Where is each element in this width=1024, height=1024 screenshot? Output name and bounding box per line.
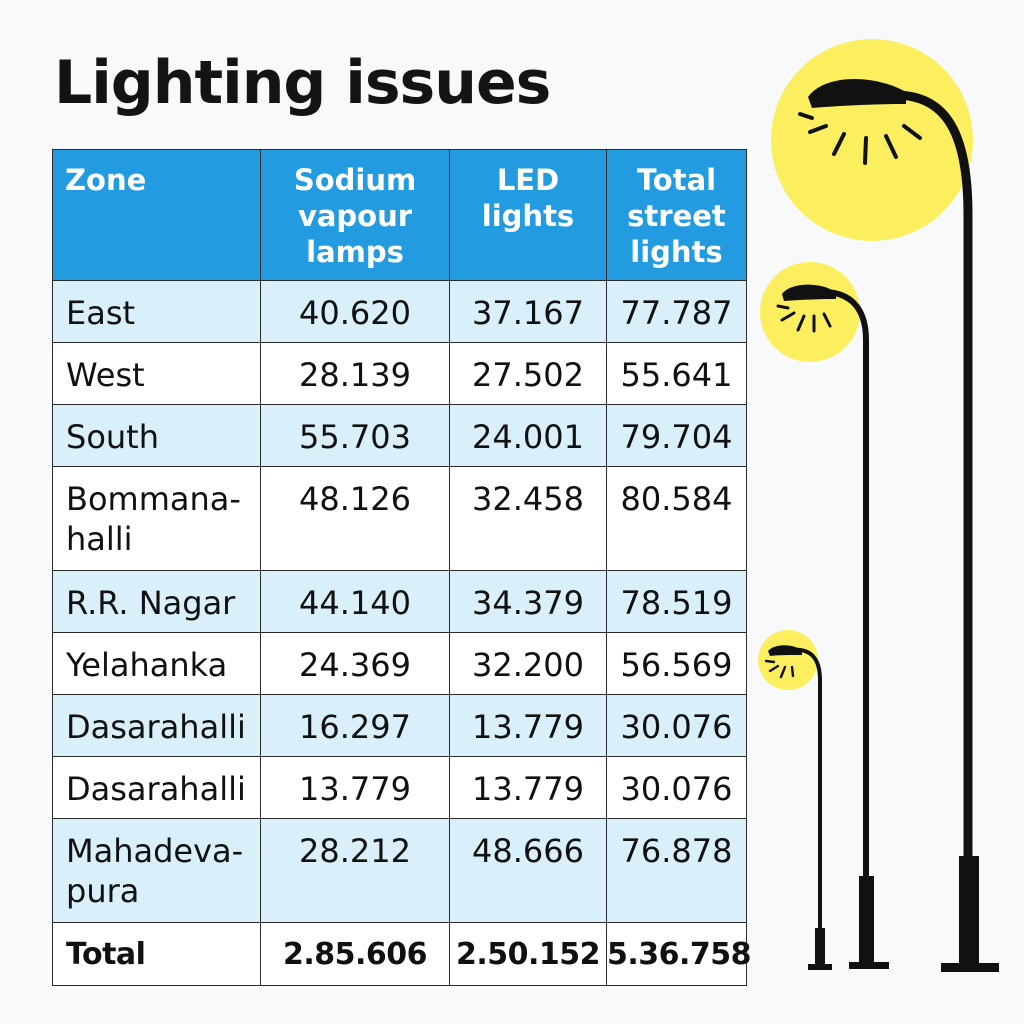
column-header-sodium: Sodium vapour lamps [260, 149, 450, 281]
table-row: Dasarahalli 13.779 13.779 30.076 [52, 756, 747, 819]
zone-cell: Bommana- halli [52, 466, 261, 571]
total-cell: 30.076 [606, 756, 747, 819]
total-sodium: 2.85.606 [260, 922, 450, 986]
sodium-cell: 44.140 [260, 570, 450, 633]
led-cell: 37.167 [449, 280, 607, 343]
total-all: 5.36.758 [606, 922, 752, 986]
total-cell: 30.076 [606, 694, 747, 757]
table-row: Mahadeva- pura 28.212 48.666 76.878 [52, 818, 747, 923]
led-cell: 24.001 [449, 404, 607, 467]
table-row: South 55.703 24.001 79.704 [52, 404, 747, 467]
total-led: 2.50.152 [449, 922, 607, 986]
total-cell: 77.787 [606, 280, 747, 343]
led-cell: 27.502 [449, 342, 607, 405]
sodium-cell: 13.779 [260, 756, 450, 819]
total-cell: 76.878 [606, 818, 747, 923]
total-cell: 79.704 [606, 404, 747, 467]
sodium-cell: 40.620 [260, 280, 450, 343]
lamp-rays [776, 304, 832, 333]
lamp-glow [771, 39, 973, 241]
total-cell: 80.584 [606, 466, 747, 571]
column-header-total: Total street lights [606, 149, 747, 281]
lamp-pole [791, 647, 822, 930]
total-cell: 55.641 [606, 342, 747, 405]
zone-cell: Mahadeva- pura [52, 818, 261, 923]
table-row: West 28.139 27.502 55.641 [52, 342, 747, 405]
led-cell: 13.779 [449, 756, 607, 819]
table-row: Bommana- halli 48.126 32.458 80.584 [52, 466, 747, 571]
table-row: East 40.620 37.167 77.787 [52, 280, 747, 343]
led-cell: 32.458 [449, 466, 607, 571]
sodium-cell: 55.703 [260, 404, 450, 467]
table-row: Dasarahalli 16.297 13.779 30.076 [52, 694, 747, 757]
zone-cell: Yelahanka [52, 632, 261, 695]
lamp-rays [798, 112, 922, 165]
zone-cell: Dasarahalli [52, 694, 261, 757]
sodium-cell: 28.139 [260, 342, 450, 405]
lamp-glow [760, 262, 860, 362]
street-lamp-icon-medium [760, 262, 889, 969]
total-cell: 78.519 [606, 570, 747, 633]
sodium-cell: 28.212 [260, 818, 450, 923]
lamp-base [815, 928, 825, 966]
lamp-base [859, 876, 874, 964]
lamp-base [959, 856, 979, 968]
lamp-head [808, 78, 906, 108]
street-lamp-icon-large [771, 39, 999, 972]
lamp-foot [849, 962, 889, 969]
zone-cell: South [52, 404, 261, 467]
column-header-zone: Zone [52, 149, 261, 281]
sodium-cell: 16.297 [260, 694, 450, 757]
lamp-glow [758, 630, 818, 690]
lamp-pole [817, 288, 869, 878]
table-row: Yelahanka 24.369 32.200 56.569 [52, 632, 747, 695]
lamp-rays [764, 659, 795, 679]
zone-cell: Dasarahalli [52, 756, 261, 819]
zone-cell: West [52, 342, 261, 405]
zone-cell: R.R. Nagar [52, 570, 261, 633]
total-cell: 56.569 [606, 632, 747, 695]
lamp-head [782, 284, 836, 301]
sodium-cell: 48.126 [260, 466, 450, 571]
zone-cell: East [52, 280, 261, 343]
lamp-pole [879, 90, 973, 860]
table-row: R.R. Nagar 44.140 34.379 78.519 [52, 570, 747, 633]
led-cell: 32.200 [449, 632, 607, 695]
lamp-head [768, 645, 802, 656]
led-cell: 48.666 [449, 818, 607, 923]
led-cell: 13.779 [449, 694, 607, 757]
total-label: Total [52, 922, 261, 986]
lamp-foot [808, 964, 832, 970]
lamp-foot [941, 963, 999, 972]
led-cell: 34.379 [449, 570, 607, 633]
column-header-led: LED lights [449, 149, 607, 281]
page-title: Lighting issues [54, 48, 551, 118]
table-header-row: Zone Sodium vapour lamps LED lights Tota… [52, 149, 747, 281]
sodium-cell: 24.369 [260, 632, 450, 695]
lighting-table: Zone Sodium vapour lamps LED lights Tota… [52, 149, 752, 986]
total-row: Total 2.85.606 2.50.152 5.36.758 [52, 922, 752, 986]
street-lamp-icon-small [758, 630, 832, 970]
